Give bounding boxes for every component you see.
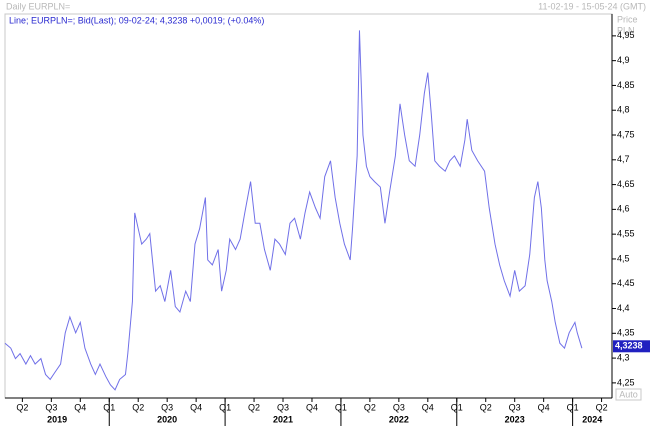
- axis-unit: PLN: [617, 25, 635, 35]
- y-tick-label: 4,9: [617, 55, 630, 65]
- year-label: 2023: [505, 414, 525, 424]
- date-range: 11-02-19 - 15-05-24 (GMT): [538, 1, 646, 11]
- year-label: 2019: [47, 414, 67, 424]
- legend-text: Line; EURPLN=; Bid(Last); 09-02-24; 4,32…: [9, 15, 264, 25]
- x-tick-label: Q2: [596, 402, 608, 412]
- year-label: 2022: [389, 414, 409, 424]
- x-tick-label: Q4: [422, 402, 434, 412]
- y-tick-label: 4,6: [617, 204, 630, 214]
- y-tick-label: 4,25: [617, 377, 635, 387]
- y-tick-label: 4,55: [617, 229, 635, 239]
- y-tick-label: 4,65: [617, 179, 635, 189]
- y-tick-label: 4,35: [617, 328, 635, 338]
- year-label: 2021: [273, 414, 293, 424]
- x-tick-label: Q2: [480, 402, 492, 412]
- x-tick-label: Q2: [16, 402, 28, 412]
- last-price-tag: [613, 340, 650, 353]
- scale-mode-box[interactable]: [615, 388, 642, 401]
- x-tick-label: Q4: [306, 402, 318, 412]
- x-tick-label: Q4: [74, 402, 86, 412]
- x-tick-label: Q3: [277, 402, 289, 412]
- y-tick-label: 4,8: [617, 105, 630, 115]
- x-tick-label: Q2: [364, 402, 376, 412]
- x-tick-label: Q3: [45, 402, 57, 412]
- y-tick-label: 4,75: [617, 129, 635, 139]
- x-tick-label: Q2: [132, 402, 144, 412]
- price-line: [4, 30, 583, 391]
- x-tick-label: Q3: [161, 402, 173, 412]
- y-tick-label: 4,4: [617, 303, 630, 313]
- scale-mode[interactable]: Auto: [619, 389, 638, 399]
- axis-title: Price: [617, 14, 638, 24]
- window-title: Daily EURPLN=: [6, 1, 70, 11]
- last-price-label: 4,3238: [615, 341, 643, 351]
- x-tick-label: Q3: [393, 402, 405, 412]
- y-tick-label: 4,5: [617, 253, 630, 263]
- y-tick-label: 4,95: [617, 30, 635, 40]
- year-label: 2020: [157, 414, 177, 424]
- x-tick-label: Q4: [190, 402, 202, 412]
- y-tick-label: 4,7: [617, 154, 630, 164]
- year-label: 2024: [582, 414, 602, 424]
- y-tick-label: 4,85: [617, 80, 635, 90]
- x-tick-label: Q3: [509, 402, 521, 412]
- y-tick-label: 4,3: [617, 352, 630, 362]
- y-tick-label: 4,45: [617, 278, 635, 288]
- x-tick-label: Q4: [538, 402, 550, 412]
- x-tick-label: Q2: [248, 402, 260, 412]
